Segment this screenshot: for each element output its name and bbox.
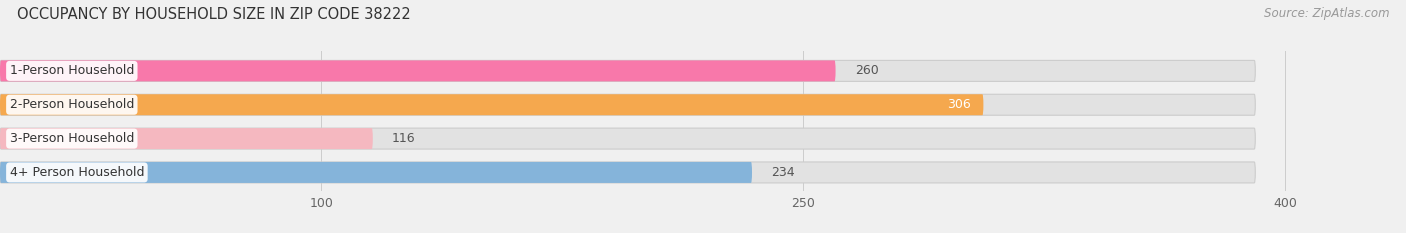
FancyBboxPatch shape xyxy=(0,128,373,149)
Text: 260: 260 xyxy=(855,64,879,77)
FancyBboxPatch shape xyxy=(0,60,1256,81)
FancyBboxPatch shape xyxy=(0,94,983,115)
Text: 116: 116 xyxy=(392,132,416,145)
Text: 3-Person Household: 3-Person Household xyxy=(10,132,134,145)
FancyBboxPatch shape xyxy=(0,94,1256,115)
Text: 2-Person Household: 2-Person Household xyxy=(10,98,134,111)
FancyBboxPatch shape xyxy=(0,162,752,183)
Text: 234: 234 xyxy=(772,166,794,179)
Text: 4+ Person Household: 4+ Person Household xyxy=(10,166,145,179)
Text: 1-Person Household: 1-Person Household xyxy=(10,64,134,77)
Text: OCCUPANCY BY HOUSEHOLD SIZE IN ZIP CODE 38222: OCCUPANCY BY HOUSEHOLD SIZE IN ZIP CODE … xyxy=(17,7,411,22)
FancyBboxPatch shape xyxy=(0,162,1256,183)
FancyBboxPatch shape xyxy=(0,128,1256,149)
Text: Source: ZipAtlas.com: Source: ZipAtlas.com xyxy=(1264,7,1389,20)
Text: 306: 306 xyxy=(946,98,970,111)
FancyBboxPatch shape xyxy=(0,60,835,81)
